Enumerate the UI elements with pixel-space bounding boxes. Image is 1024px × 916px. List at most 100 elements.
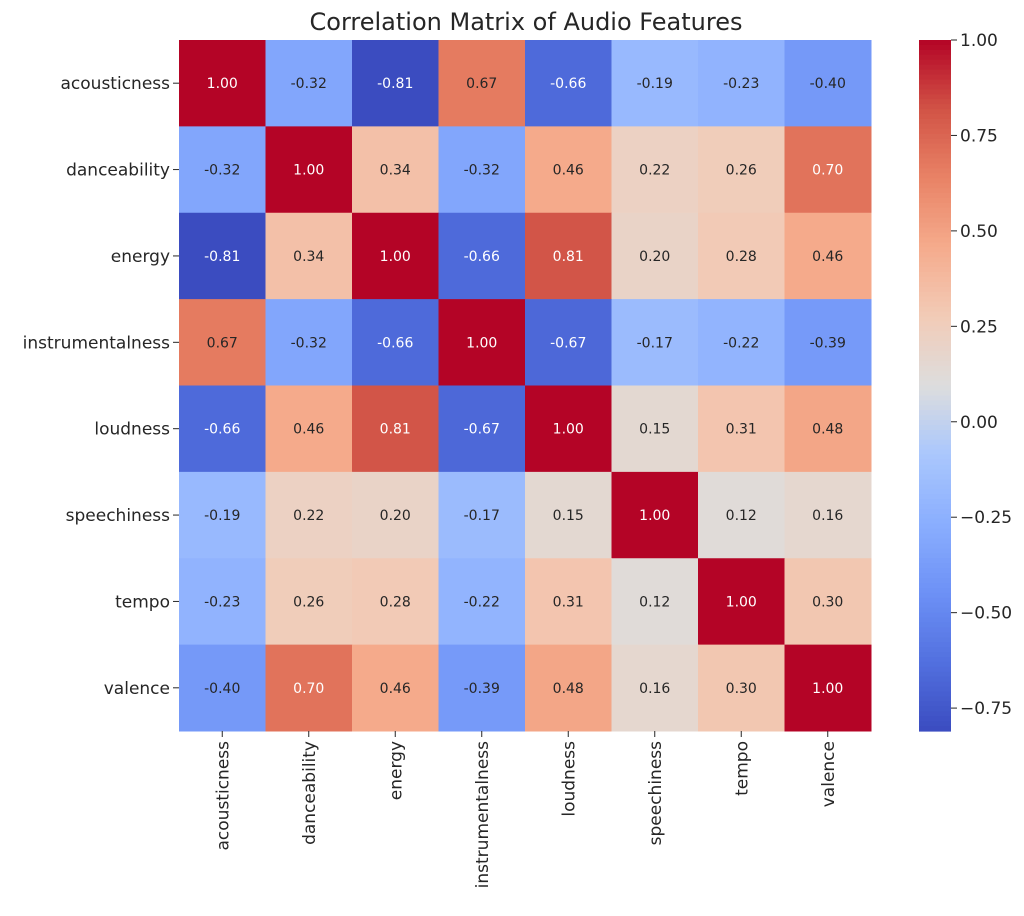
heatmap-cell <box>525 644 612 732</box>
heatmap-cell-value: -0.40 <box>810 76 846 92</box>
colorbar-segment <box>919 454 951 461</box>
colorbar-segment <box>919 701 951 707</box>
colorbar-segment <box>919 499 951 505</box>
heatmap-cells <box>179 40 872 732</box>
colorbar-segment <box>919 217 951 224</box>
colorbar-segment <box>919 193 951 199</box>
heatmap-cell-value: 0.70 <box>812 163 843 179</box>
colorbar-segment <box>919 355 951 362</box>
colorbar-segment <box>919 582 951 589</box>
column-label: acousticness <box>213 741 233 851</box>
heatmap-cell-value: -0.66 <box>550 76 586 92</box>
heatmap-cell-value: -0.67 <box>464 422 500 438</box>
colorbar-segment <box>919 316 951 322</box>
colorbar-segment <box>919 622 951 628</box>
heatmap-cell <box>525 385 612 473</box>
heatmap-cell <box>265 126 353 214</box>
colorbar-segment <box>919 642 951 648</box>
colorbar-segment <box>919 518 951 525</box>
colorbar-tick-label: 0.50 <box>960 222 998 242</box>
colorbar-segment <box>919 202 951 209</box>
colorbar-segment <box>919 267 951 273</box>
heatmap-cell-value: -0.66 <box>204 422 240 438</box>
heatmap-cell <box>179 299 266 386</box>
colorbar-segment <box>919 207 951 214</box>
colorbar-segment <box>919 489 951 495</box>
colorbar-segment <box>919 153 951 160</box>
colorbar-segment <box>919 257 951 263</box>
colorbar-segment <box>919 341 951 347</box>
heatmap-cell <box>179 471 266 559</box>
heatmap-cell <box>611 385 699 473</box>
heatmap-cell-value: -0.39 <box>810 335 846 351</box>
heatmap-cell <box>179 385 266 473</box>
heatmap-cell-value: 1.00 <box>812 681 843 697</box>
heatmap-cell-value: -0.22 <box>464 594 500 610</box>
heatmap-cell-value: -0.66 <box>377 335 413 351</box>
heatmap-cell-value: -0.23 <box>204 594 240 610</box>
column-label: speechiness <box>646 741 666 846</box>
colorbar-segment <box>919 395 951 401</box>
heatmap-cell <box>438 385 526 473</box>
heatmap-cell-value: 1.00 <box>293 163 324 179</box>
colorbar-segment <box>919 163 951 169</box>
heatmap-cell <box>265 644 353 732</box>
colorbar-segment <box>919 178 951 184</box>
heatmap-cell-value: 0.15 <box>553 508 584 524</box>
row-label: tempo <box>115 592 170 612</box>
colorbar-segment <box>919 54 951 61</box>
colorbar-segment <box>919 69 951 76</box>
column-label: danceability <box>300 741 320 845</box>
heatmap-cell-value: -0.39 <box>464 681 500 697</box>
heatmap-cell <box>698 644 785 732</box>
heatmap-cell <box>611 40 699 127</box>
heatmap-cell <box>698 385 785 473</box>
heatmap-cell <box>784 644 872 732</box>
colorbar-segment <box>919 632 951 638</box>
colorbar-segment <box>919 439 951 446</box>
heatmap-cell <box>179 558 266 646</box>
colorbar-segment <box>919 118 951 125</box>
heatmap-cell-value: -0.19 <box>637 76 673 92</box>
heatmap-cell-value: -0.32 <box>291 76 327 92</box>
colorbar-segment <box>919 568 951 574</box>
heatmap-cell-value: -0.66 <box>464 249 500 265</box>
colorbar-segment <box>919 360 951 367</box>
heatmap-cell <box>438 471 526 559</box>
colorbar-segment <box>919 197 951 204</box>
heatmap-cell <box>438 126 526 214</box>
colorbar-segment <box>919 276 951 283</box>
colorbar-segment <box>919 79 951 86</box>
heatmap-cell <box>784 558 872 646</box>
heatmap-cell-value: 0.26 <box>293 594 324 610</box>
colorbar-segment <box>919 59 951 66</box>
colorbar-segment <box>919 686 951 693</box>
heatmap-cell-value: 0.46 <box>553 163 584 179</box>
column-label: valence <box>819 741 839 807</box>
heatmap-cell <box>352 644 439 732</box>
heatmap-cell <box>698 471 785 559</box>
colorbar-segment <box>919 286 951 293</box>
colorbar-segment <box>919 331 951 337</box>
colorbar-segment <box>919 563 951 569</box>
colorbar-segment <box>919 109 951 115</box>
colorbar-segment <box>919 726 951 732</box>
column-labels: acousticness danceability energy instrument… <box>213 731 839 888</box>
heatmap-cell-value: 0.46 <box>812 249 843 265</box>
heatmap-cell <box>611 126 699 214</box>
heatmap-cell-value: -0.23 <box>723 76 759 92</box>
colorbar-segment <box>919 459 951 466</box>
heatmap-cell <box>698 558 785 646</box>
heatmap-cell <box>611 299 699 386</box>
colorbar-segment <box>919 577 951 584</box>
colorbar-segment <box>919 128 951 135</box>
heatmap-cell <box>438 644 526 732</box>
heatmap-cell <box>179 40 266 127</box>
colorbar-segment <box>919 538 951 545</box>
colorbar-segment <box>919 711 951 717</box>
heatmap-cell-value: -0.81 <box>377 76 413 92</box>
colorbar-segment <box>919 681 951 688</box>
colorbar-segment <box>919 301 951 308</box>
heatmap-cell-value: 1.00 <box>466 335 497 351</box>
heatmap-cell-value: 0.46 <box>293 422 324 438</box>
